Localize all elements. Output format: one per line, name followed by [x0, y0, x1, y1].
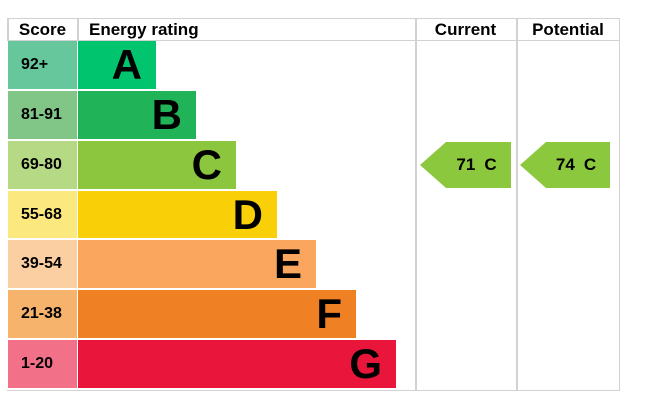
- score-cell: 39-54: [8, 240, 77, 289]
- score-range-label: 55-68: [21, 205, 62, 223]
- rating-bar: G: [78, 340, 396, 389]
- current-score-value: 71: [456, 155, 476, 174]
- score-range-label: 81-91: [21, 105, 62, 123]
- header-row: Score Energy rating Current Potential: [7, 19, 620, 41]
- rating-letter: D: [232, 190, 263, 238]
- rating-bar: E: [78, 240, 316, 289]
- rating-letter: F: [316, 290, 342, 338]
- band-row-g: 1-20 G: [7, 340, 620, 390]
- score-cell: 21-38: [8, 290, 77, 339]
- band-row-b: 81-91 B: [7, 90, 620, 141]
- energy-rating-column-header: Energy rating: [89, 19, 199, 39]
- epc-table: Score Energy rating Current Potential 92…: [7, 18, 620, 391]
- rating-letter: C: [191, 140, 222, 188]
- band-row-d: 55-68 D: [7, 190, 620, 241]
- rating-letter: E: [273, 240, 302, 288]
- score-cell: 81-91: [8, 90, 77, 139]
- header-left-border: [7, 19, 9, 41]
- header-score-divider: [77, 19, 79, 41]
- score-cell: 92+: [8, 41, 77, 89]
- current-column-divider: [415, 19, 417, 390]
- score-range-label: 92+: [21, 55, 49, 73]
- score-cell: 69-80: [8, 140, 77, 189]
- potential-rating-letter: C: [583, 155, 597, 174]
- potential-column-header: Potential: [532, 19, 604, 39]
- table-right-border: [618, 19, 620, 390]
- potential-score-value: 74: [555, 155, 575, 174]
- score-range-label: 39-54: [21, 255, 62, 273]
- band-row-a: 92+ A: [7, 41, 620, 91]
- score-range-label: 1-20: [21, 355, 54, 373]
- band-row-e: 39-54 E: [7, 240, 620, 290]
- rating-letter: A: [111, 40, 142, 88]
- band-row-f: 21-38 F: [7, 290, 620, 340]
- current-rating-letter: C: [484, 155, 497, 174]
- score-cell: 55-68: [8, 190, 77, 239]
- rating-letter: G: [349, 340, 382, 388]
- score-column-header: Score: [18, 19, 67, 39]
- score-cell: 1-20: [8, 340, 77, 389]
- band-row-c: 69-80 C: [7, 140, 620, 191]
- rating-bar: A: [78, 41, 156, 89]
- score-range-label: 21-38: [21, 305, 62, 323]
- rating-letter: B: [151, 90, 182, 138]
- rating-bar: B: [78, 90, 196, 139]
- score-range-label: 69-80: [21, 155, 62, 173]
- current-column-header: Current: [434, 19, 497, 39]
- rating-bar: F: [78, 290, 356, 339]
- rating-bar: C: [78, 140, 236, 189]
- band-rows: 92+ A 81-91 B 69-80 C 55-68 D 39-54 E 21…: [7, 41, 620, 390]
- rating-bar: D: [78, 190, 277, 239]
- potential-column-divider: [516, 19, 518, 390]
